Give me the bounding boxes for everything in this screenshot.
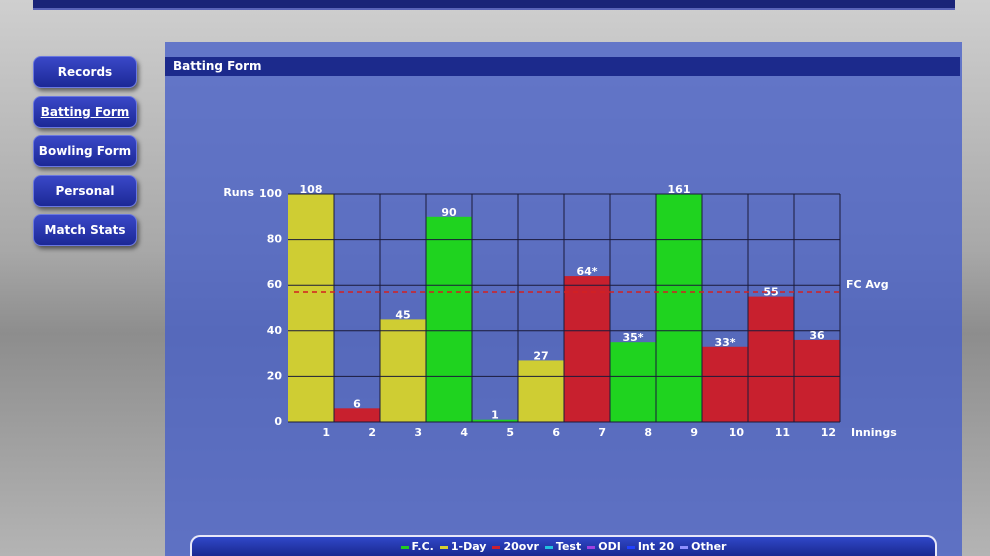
legend: F.C. 1-Day 20ovr Test ODI Int 20 Other xyxy=(190,535,937,556)
x-tick-label: 5 xyxy=(506,426,514,439)
x-tick-label: 8 xyxy=(644,426,652,439)
value-label: 27 xyxy=(533,349,548,362)
value-label: 45 xyxy=(395,308,410,321)
x-tick-label: 10 xyxy=(729,426,745,439)
bar xyxy=(564,276,610,422)
legend-item: Int 20 xyxy=(626,540,675,553)
bar xyxy=(518,360,564,422)
value-label: 108 xyxy=(300,183,323,196)
bar xyxy=(334,408,380,422)
reference-label: FC Avg xyxy=(846,278,889,291)
legend-swatch xyxy=(587,545,596,549)
legend-label: 1-Day xyxy=(450,540,487,553)
x-tick-label: 9 xyxy=(690,426,698,439)
legend-item: 1-Day xyxy=(439,540,487,553)
x-tick-label: 1 xyxy=(322,426,330,439)
x-tick-label: 4 xyxy=(460,426,468,439)
legend-swatch xyxy=(439,545,448,549)
x-axis-label: Innings xyxy=(851,426,897,439)
bar xyxy=(288,194,334,422)
x-tick-label: 3 xyxy=(414,426,422,439)
x-tick-label: 12 xyxy=(821,426,836,439)
y-tick-label: 100 xyxy=(259,187,282,200)
x-tick-label: 11 xyxy=(775,426,790,439)
legend-label: F.C. xyxy=(411,540,434,553)
nav-button[interactable]: Records xyxy=(33,56,137,88)
legend-swatch xyxy=(492,545,501,549)
value-label: 33* xyxy=(714,336,735,349)
nav-button[interactable]: Batting Form xyxy=(33,95,137,128)
bar xyxy=(702,346,748,422)
panel-title: Batting Form xyxy=(165,57,960,76)
legend-item: ODI xyxy=(587,540,621,553)
bar xyxy=(610,342,656,422)
value-label: 64* xyxy=(576,265,597,278)
value-label: 6 xyxy=(353,397,361,410)
value-label: 90 xyxy=(441,206,457,219)
legend-swatch xyxy=(544,545,553,549)
value-label: 1 xyxy=(491,409,499,422)
bar xyxy=(426,216,472,422)
x-tick-label: 2 xyxy=(368,426,376,439)
bar xyxy=(794,339,840,422)
nav-button[interactable]: Bowling Form xyxy=(33,135,137,167)
legend-label: ODI xyxy=(598,540,621,553)
legend-item: F.C. xyxy=(400,540,434,553)
y-tick-label: 80 xyxy=(267,233,283,246)
legend-swatch xyxy=(626,545,635,549)
legend-item: Test xyxy=(544,540,582,553)
legend-label: Test xyxy=(555,540,582,553)
x-tick-label: 6 xyxy=(552,426,560,439)
legend-label: Int 20 xyxy=(637,540,675,553)
top-bar xyxy=(33,0,955,10)
bar xyxy=(380,319,426,422)
bar xyxy=(748,296,794,422)
nav-button[interactable]: Match Stats xyxy=(33,214,137,246)
x-tick-label: 7 xyxy=(598,426,606,439)
legend-swatch xyxy=(400,545,409,549)
value-label: 35* xyxy=(622,331,643,344)
nav-button[interactable]: Personal xyxy=(33,174,137,207)
legend-item: 20ovr xyxy=(492,540,539,553)
y-tick-label: 60 xyxy=(267,278,283,291)
legend-item: Other xyxy=(680,540,726,553)
value-label: 36 xyxy=(809,329,825,342)
bar xyxy=(656,194,702,422)
legend-swatch xyxy=(680,545,689,549)
y-axis-label: Runs xyxy=(223,186,254,199)
y-tick-label: 40 xyxy=(267,324,283,337)
y-tick-label: 0 xyxy=(274,415,282,428)
legend-label: Other xyxy=(691,540,727,553)
value-label: 161 xyxy=(668,183,691,196)
legend-label: 20ovr xyxy=(503,540,539,553)
plot-area xyxy=(288,194,840,422)
bar xyxy=(472,419,518,422)
y-tick-label: 20 xyxy=(267,369,283,382)
